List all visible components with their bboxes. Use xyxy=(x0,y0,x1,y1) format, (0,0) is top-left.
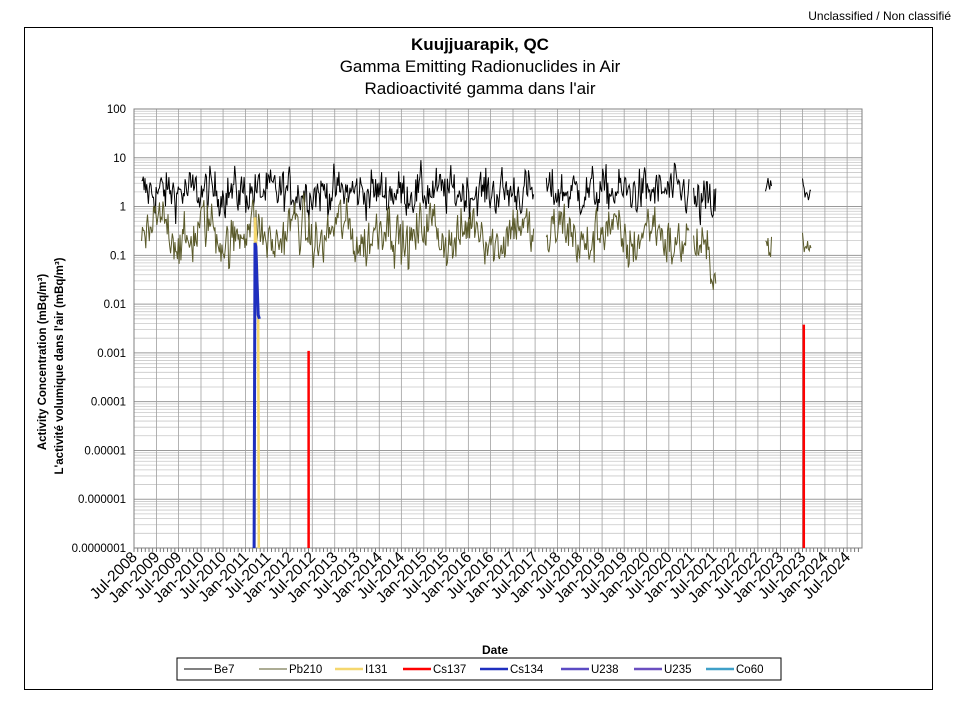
x-axis-label: Date xyxy=(482,643,508,657)
pb210-series-line-2 xyxy=(693,227,717,290)
y-tick-label: 0.000001 xyxy=(78,494,126,506)
be7-series-line-3 xyxy=(765,178,772,192)
be7-series-line-4 xyxy=(802,178,811,201)
pb210-series-line-1 xyxy=(545,203,690,268)
legend: Be7 Pb210 I131 Cs137 Cs134 U238 U235 Co60 xyxy=(176,657,782,681)
chart-subtitle-fr: Radioactivité gamma dans l'air xyxy=(364,79,596,98)
y-tick-label: 10 xyxy=(113,153,126,165)
y-tick-label: 0.0000001 xyxy=(72,543,126,555)
pb210-series-line-4 xyxy=(802,232,812,253)
y-axis-label-fr: L'activité volumique dans l'air (mBq/m³) xyxy=(54,257,66,474)
legend-label-be7: Be7 xyxy=(214,664,234,676)
series-layer xyxy=(141,160,812,549)
y-tick-label: 0.001 xyxy=(97,348,126,360)
be7-series-line-2 xyxy=(693,180,717,226)
cs134-series-line xyxy=(252,242,261,549)
legend-label-i131: I131 xyxy=(365,664,387,676)
label-layer: Date Activity Concentration (mBq/m³) L'a… xyxy=(37,257,508,657)
legend-label-co60: Co60 xyxy=(736,664,764,676)
pb210-series-line-0 xyxy=(141,192,535,271)
y-tick-label: 0.01 xyxy=(104,299,126,311)
chart-title: Kuujjuarapik, QC xyxy=(411,35,549,54)
y-tick-label: 0.00001 xyxy=(84,445,126,457)
be7-series-line-0 xyxy=(141,160,535,225)
plot-area xyxy=(134,109,862,548)
be7-series-line-1 xyxy=(545,162,690,216)
chart-subtitle-en: Gamma Emitting Radionuclides in Air xyxy=(339,57,621,76)
plot-border xyxy=(133,108,863,549)
legend-label-cs137: Cs137 xyxy=(433,664,466,676)
y-tick-label: 0.1 xyxy=(110,250,126,262)
chart-title-block: Kuujjuarapik, QC Gamma Emitting Radionuc… xyxy=(130,34,830,100)
grid-layer xyxy=(133,108,862,549)
legend-box xyxy=(176,657,782,681)
y-axis-label-en: Activity Concentration (mBq/m³) xyxy=(37,274,49,451)
legend-label-u238: U238 xyxy=(591,664,619,676)
pb210-series-line-3 xyxy=(765,236,772,258)
chart-frame xyxy=(24,27,933,690)
legend-label-cs134: Cs134 xyxy=(510,664,544,676)
legend-label-u235: U235 xyxy=(664,664,692,676)
y-tick-label: 0.0001 xyxy=(91,397,126,409)
legend-label-pb210: Pb210 xyxy=(289,664,322,676)
y-tick-label: 1 xyxy=(120,202,126,214)
y-tick-label: 100 xyxy=(107,104,126,116)
classification-label: Unclassified / Non classifié xyxy=(808,9,951,23)
